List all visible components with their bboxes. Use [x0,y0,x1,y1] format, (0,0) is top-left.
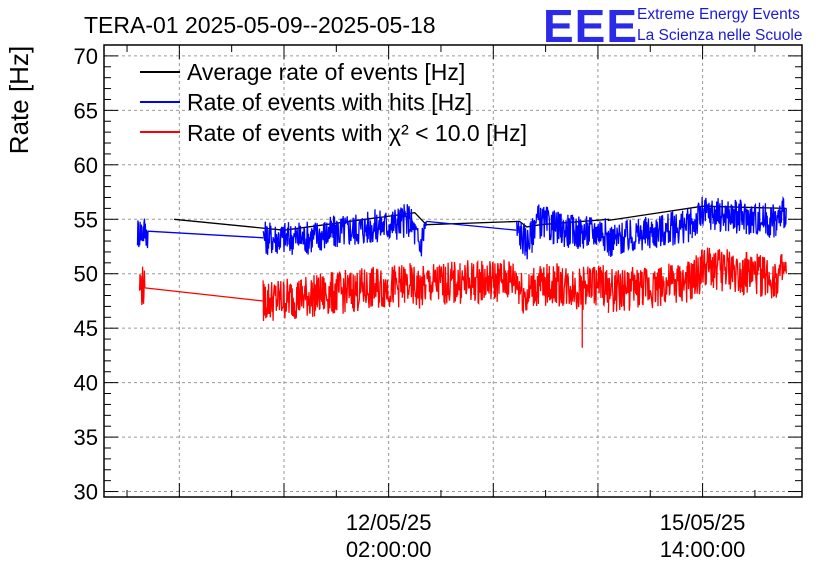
eee-logo: EEE Extreme Energy Events La Scienza nel… [543,0,802,52]
series-line-0 [174,205,787,231]
plot-frame [103,44,803,498]
series-line-2 [691,247,714,299]
x-tick-label-time: 14:00:00 [660,537,746,562]
x-tick-label-time: 02:00:00 [346,537,432,562]
series-line-2 [409,263,427,309]
series-line-2 [712,249,777,299]
series-line-2 [262,265,411,322]
series-line-1 [775,195,787,236]
y-tick-label: 65 [74,98,98,123]
series-line-2 [425,259,517,305]
eee-logo-line2: La Scienza nelle Scuole [637,27,802,44]
series-line-1 [531,204,589,253]
legend-label-chi2: Rate of events with χ² < 10.0 [Hz] [187,120,527,146]
data-series [136,195,787,348]
chart-title: TERA-01 2025-05-09--2025-05-18 [84,12,436,38]
series-1 [136,195,787,260]
y-tick-label: 40 [74,371,98,396]
series-line-1 [691,196,714,239]
series-line-2 [586,265,610,308]
axes-frame [103,44,803,498]
series-line-1 [262,204,411,255]
series-0 [174,205,787,231]
series-line-1 [408,208,421,252]
legend-label-average: Average rate of events [Hz] [187,59,465,85]
series-line-1 [136,218,149,249]
series-line-1 [607,208,693,258]
series-line-1 [520,220,533,260]
y-tick-label: 60 [74,153,98,178]
series-line-2 [144,287,264,302]
series-line-1 [419,221,427,257]
series-line-1 [426,220,517,231]
y-tick-label: 30 [74,480,98,505]
eee-logo-line1: Extreme Energy Events [637,6,800,23]
series-line-1 [147,230,264,239]
eee-logo-mark: EEE [543,0,638,52]
y-tick-label: 45 [74,316,98,341]
y-tick-label: 70 [74,44,98,69]
series-2 [138,247,787,322]
legend-label-hits: Rate of events with hits [Hz] [187,89,472,115]
series-line-2 [775,254,787,298]
y-tick-label: 35 [74,425,98,450]
y-tick-label: 55 [74,207,98,232]
y-axis-label: Rate [Hz] [4,46,34,154]
y-tick-label: 50 [74,262,98,287]
series-line-2 [526,263,589,311]
x-tick-label-date: 15/05/25 [660,510,746,535]
x-tick-label-date: 12/05/25 [346,510,432,535]
series-line-1 [515,220,523,250]
series-line-2 [138,266,146,306]
series-line-1 [712,198,777,239]
series-line-1 [586,217,610,253]
series-line-2 [607,261,693,313]
series-line-2 [515,272,528,314]
legend: Average rate of events [Hz] Rate of even… [140,59,527,146]
